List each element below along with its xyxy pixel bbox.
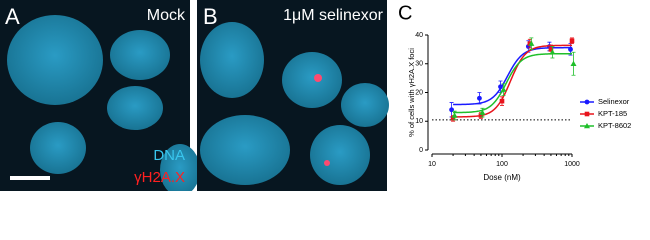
panel-letter: B (203, 4, 218, 29)
foci (314, 74, 322, 82)
panel-label: Mock (147, 7, 186, 24)
stain-label: γH2A.X (134, 169, 185, 186)
nucleus (30, 122, 86, 174)
nucleus (160, 144, 200, 196)
marker (451, 112, 458, 118)
marker (479, 109, 486, 115)
nucleus (310, 125, 370, 185)
nucleus (110, 30, 170, 80)
marker (548, 47, 554, 52)
nucleus (200, 22, 264, 98)
marker (477, 95, 482, 101)
nucleus (282, 52, 342, 108)
panel-b: B 1μM selinexor (197, 0, 389, 191)
y-tick-label: 40 (415, 32, 423, 39)
marker (450, 116, 456, 121)
x-tick-label: 10 (428, 161, 436, 168)
panel-label: 1μM selinexor (283, 7, 384, 24)
legend-label: KPT-185 (598, 109, 627, 118)
legend-marker (584, 111, 590, 117)
nucleus (7, 15, 103, 105)
marker (569, 38, 575, 44)
marker (500, 86, 507, 92)
y-axis-label: % of cells with γH2A.X foci (407, 48, 416, 137)
nucleus (200, 115, 290, 185)
panel-a: A Mock DNA γH2A.X (0, 0, 200, 196)
fit-curve (453, 44, 572, 118)
legend-marker (584, 123, 590, 129)
nucleus (341, 83, 389, 127)
x-axis-label: Dose (nM) (483, 173, 521, 182)
marker (568, 46, 573, 52)
legend-marker (584, 99, 590, 105)
nucleus (107, 86, 163, 130)
marker (499, 98, 505, 104)
marker (498, 84, 503, 90)
x-tick-label: 1000 (564, 161, 580, 168)
x-tick-label: 100 (496, 161, 508, 168)
y-tick-label: 10 (415, 118, 423, 125)
legend-label: KPT-8602 (598, 121, 631, 130)
panel-letter: A (5, 4, 20, 29)
stain-label: DNA (153, 147, 185, 164)
marker (549, 49, 556, 55)
marker (528, 40, 535, 46)
marker (570, 60, 577, 66)
panel-letter: C (398, 2, 412, 24)
y-tick-label: 20 (415, 89, 423, 96)
foci (324, 160, 330, 166)
page: A Mock DNA γH2A.X B 1μM selinexor C 0 10 2… (0, 0, 632, 196)
legend-label: Selinexor (598, 97, 630, 106)
figure: A Mock DNA γH2A.X B 1μM selinexor C 0 10 2… (0, 0, 631, 196)
y-tick-label: 0 (419, 147, 423, 154)
marker (478, 113, 484, 118)
y-tick-label: 30 (415, 61, 423, 68)
